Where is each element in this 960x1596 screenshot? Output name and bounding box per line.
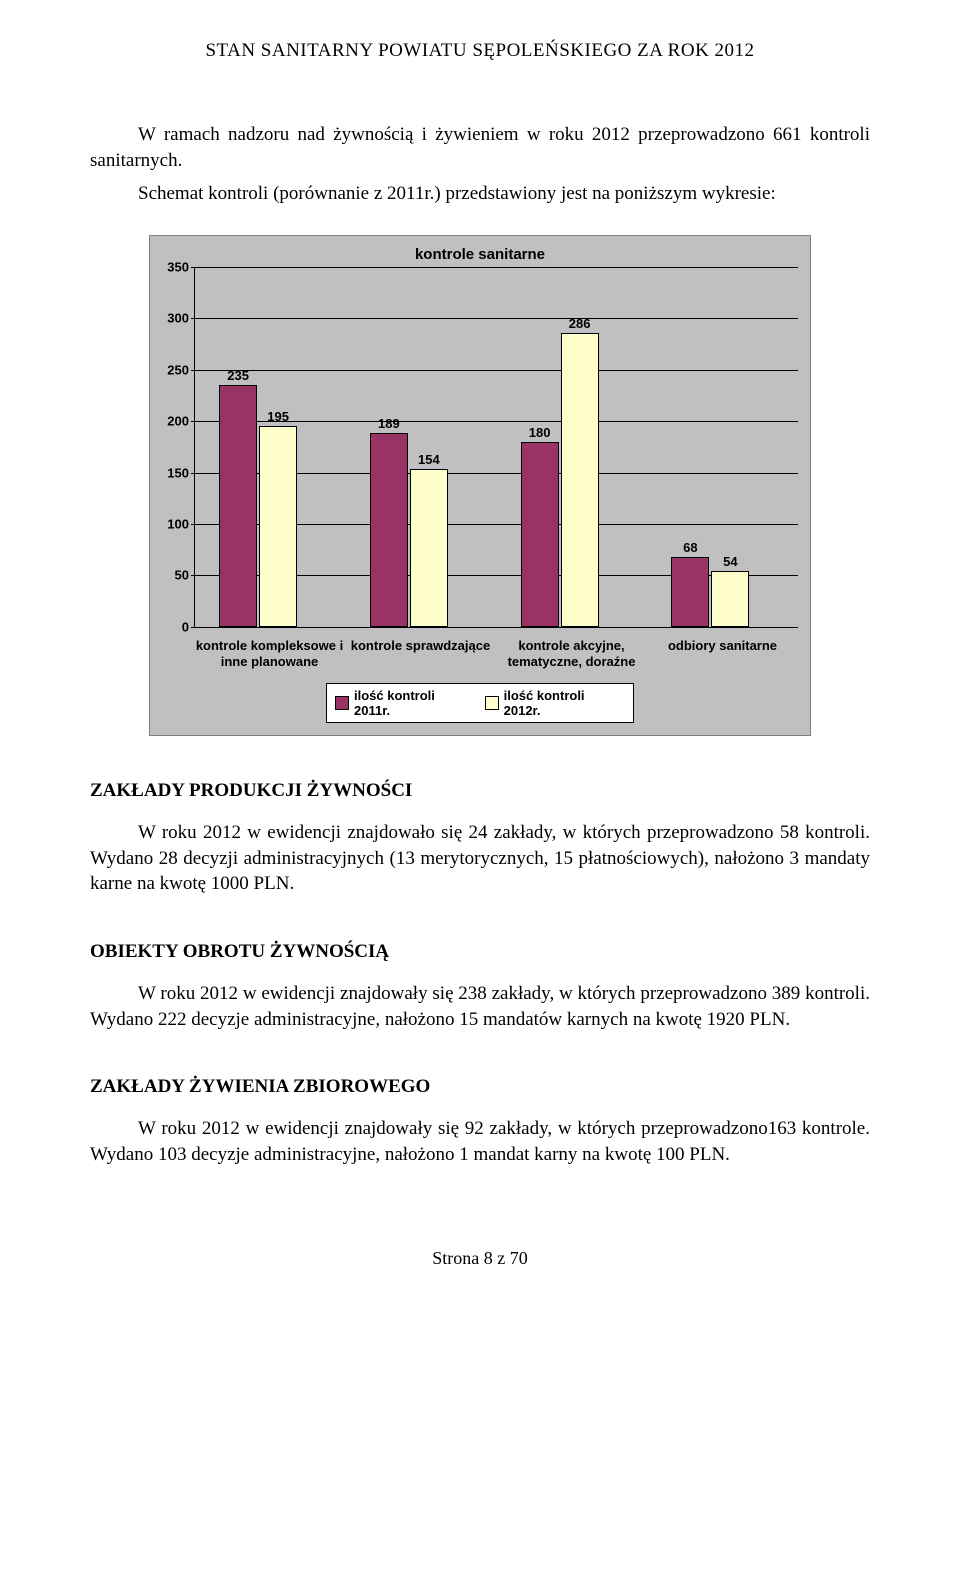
chart-x-labels: kontrole kompleksowe i inne planowanekon…: [194, 638, 798, 669]
chart-plot-area: 0501001502002503003502351951891541802866…: [194, 267, 798, 628]
bar-value-label: 68: [683, 540, 697, 555]
bar-value-label: 54: [723, 554, 737, 569]
intro-para-2: Schemat kontroli (porównanie z 2011r.) p…: [90, 181, 870, 207]
bar-value-label: 180: [529, 425, 551, 440]
chart-container: kontrole sanitarne 0 50 100 150 200 250 300 350…: [149, 235, 811, 736]
chart-title: kontrole sanitarne: [150, 236, 810, 267]
bar-value-label: 189: [378, 416, 400, 431]
grid-line: [195, 370, 798, 371]
grid-line: [195, 267, 798, 268]
bar-2012: 286: [561, 333, 599, 627]
y-axis-label: 300: [167, 311, 195, 326]
legend-item-2012: ilość kontroli 2012r.: [485, 688, 625, 718]
section-title-catering: ZAKŁADY ŻYWIENIA ZBIOROWEGO: [90, 1076, 870, 1098]
intro-para-1: W ramach nadzoru nad żywnością i żywieni…: [90, 122, 870, 173]
legend-swatch-icon: [485, 696, 499, 710]
page-footer: Strona 8 z 70: [90, 1248, 870, 1269]
bar-2011: 235: [219, 385, 257, 627]
y-axis-label: 350: [167, 259, 195, 274]
bar-value-label: 195: [267, 409, 289, 424]
y-axis-label: 200: [167, 414, 195, 429]
page-header: STAN SANITARNY POWIATU SĘPOLEŃSKIEGO ZA …: [90, 40, 870, 62]
chart-legend: ilość kontroli 2011r. ilość kontroli 201…: [326, 683, 634, 723]
legend-label: ilość kontroli 2012r.: [504, 688, 625, 718]
bar-group: 189154: [370, 433, 448, 627]
section-title-production: ZAKŁADY PRODUKCJI ŻYWNOŚCI: [90, 780, 870, 802]
bar-group: 180286: [521, 333, 599, 627]
bar-group: 6854: [671, 557, 749, 627]
x-axis-label: kontrole sprawdzające: [345, 638, 496, 669]
section-title-trade: OBIEKTY OBROTU ŻYWNOŚCIĄ: [90, 941, 870, 963]
bar-2012: 154: [410, 469, 448, 627]
x-axis-label: kontrole kompleksowe i inne planowane: [194, 638, 345, 669]
grid-line: [195, 318, 798, 319]
bar-2012: 195: [259, 426, 297, 627]
y-axis-label: 50: [175, 568, 195, 583]
x-axis-label: odbiory sanitarne: [647, 638, 798, 669]
bar-2011: 180: [521, 442, 559, 627]
legend-item-2011: ilość kontroli 2011r.: [335, 688, 475, 718]
bar-group: 235195: [219, 385, 297, 627]
y-axis-label: 150: [167, 465, 195, 480]
y-axis-label: 100: [167, 517, 195, 532]
bar-2011: 68: [671, 557, 709, 627]
section-body-catering: W roku 2012 w ewidencji znajdowały się 9…: [90, 1116, 870, 1167]
legend-label: ilość kontroli 2011r.: [354, 688, 475, 718]
y-axis-label: 0: [182, 619, 195, 634]
page: STAN SANITARNY POWIATU SĘPOLEŃSKIEGO ZA …: [0, 0, 960, 1309]
bar-value-label: 235: [227, 368, 249, 383]
bar-2012: 54: [711, 571, 749, 627]
bar-2011: 189: [370, 433, 408, 627]
y-axis-label: 250: [167, 362, 195, 377]
x-axis-label: kontrole akcyjne, tematyczne, doraźne: [496, 638, 647, 669]
section-body-production: W roku 2012 w ewidencji znajdowało się 2…: [90, 820, 870, 897]
legend-swatch-icon: [335, 696, 349, 710]
bar-value-label: 286: [569, 316, 591, 331]
section-body-trade: W roku 2012 w ewidencji znajdowały się 2…: [90, 981, 870, 1032]
bar-value-label: 154: [418, 452, 440, 467]
